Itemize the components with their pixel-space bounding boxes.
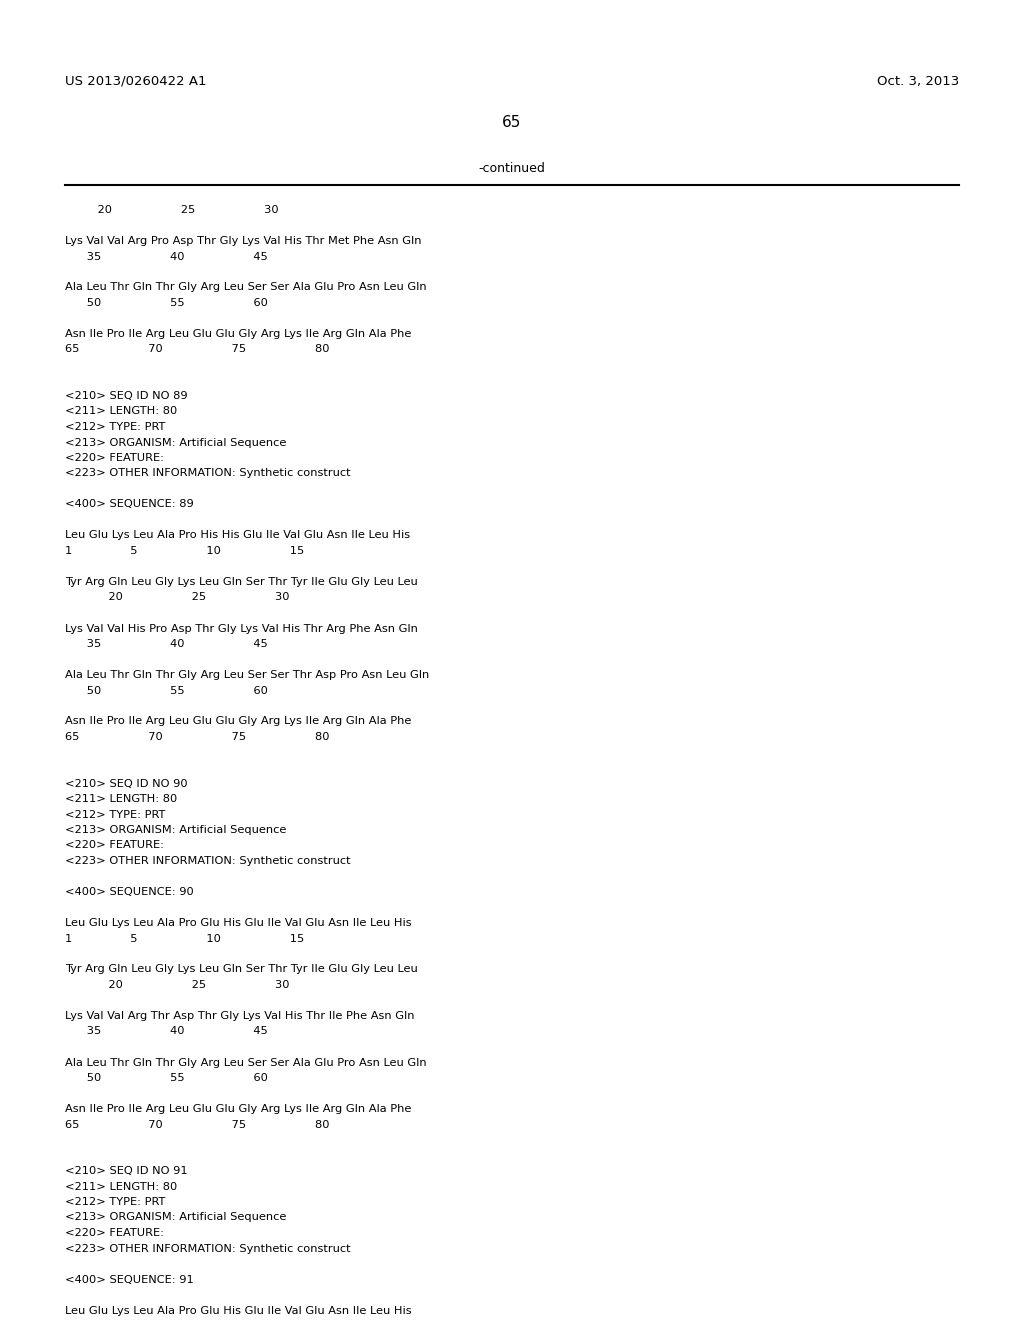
Text: <223> OTHER INFORMATION: Synthetic construct: <223> OTHER INFORMATION: Synthetic const…: [65, 469, 350, 479]
Text: 35                   40                   45: 35 40 45: [65, 639, 267, 649]
Text: <400> SEQUENCE: 91: <400> SEQUENCE: 91: [65, 1275, 194, 1284]
Text: 20                   25                   30: 20 25 30: [65, 593, 290, 602]
Text: -continued: -continued: [478, 162, 546, 176]
Text: 1                5                   10                   15: 1 5 10 15: [65, 546, 304, 556]
Text: Leu Glu Lys Leu Ala Pro His His Glu Ile Val Glu Asn Ile Leu His: Leu Glu Lys Leu Ala Pro His His Glu Ile …: [65, 531, 411, 540]
Text: Lys Val Val Arg Thr Asp Thr Gly Lys Val His Thr Ile Phe Asn Gln: Lys Val Val Arg Thr Asp Thr Gly Lys Val …: [65, 1011, 415, 1020]
Text: <213> ORGANISM: Artificial Sequence: <213> ORGANISM: Artificial Sequence: [65, 825, 287, 836]
Text: 65                   70                   75                   80: 65 70 75 80: [65, 733, 330, 742]
Text: <212> TYPE: PRT: <212> TYPE: PRT: [65, 1197, 165, 1206]
Text: <210> SEQ ID NO 89: <210> SEQ ID NO 89: [65, 391, 187, 401]
Text: US 2013/0260422 A1: US 2013/0260422 A1: [65, 75, 207, 88]
Text: 65: 65: [503, 115, 521, 129]
Text: 50                   55                   60: 50 55 60: [65, 298, 268, 308]
Text: Ala Leu Thr Gln Thr Gly Arg Leu Ser Ser Thr Asp Pro Asn Leu Gln: Ala Leu Thr Gln Thr Gly Arg Leu Ser Ser …: [65, 671, 429, 680]
Text: <212> TYPE: PRT: <212> TYPE: PRT: [65, 809, 165, 820]
Text: <220> FEATURE:: <220> FEATURE:: [65, 841, 164, 850]
Text: 1                5                   10                   15: 1 5 10 15: [65, 933, 304, 944]
Text: <210> SEQ ID NO 91: <210> SEQ ID NO 91: [65, 1166, 187, 1176]
Text: Asn Ile Pro Ile Arg Leu Glu Glu Gly Arg Lys Ile Arg Gln Ala Phe: Asn Ile Pro Ile Arg Leu Glu Glu Gly Arg …: [65, 1104, 412, 1114]
Text: 35                   40                   45: 35 40 45: [65, 1027, 267, 1036]
Text: 20                   25                   30: 20 25 30: [65, 979, 290, 990]
Text: Tyr Arg Gln Leu Gly Lys Leu Gln Ser Thr Tyr Ile Glu Gly Leu Leu: Tyr Arg Gln Leu Gly Lys Leu Gln Ser Thr …: [65, 577, 418, 587]
Text: <213> ORGANISM: Artificial Sequence: <213> ORGANISM: Artificial Sequence: [65, 437, 287, 447]
Text: Asn Ile Pro Ile Arg Leu Glu Glu Gly Arg Lys Ile Arg Gln Ala Phe: Asn Ile Pro Ile Arg Leu Glu Glu Gly Arg …: [65, 717, 412, 726]
Text: <211> LENGTH: 80: <211> LENGTH: 80: [65, 795, 177, 804]
Text: Leu Glu Lys Leu Ala Pro Glu His Glu Ile Val Glu Asn Ile Leu His: Leu Glu Lys Leu Ala Pro Glu His Glu Ile …: [65, 1305, 412, 1316]
Text: Tyr Arg Gln Leu Gly Lys Leu Gln Ser Thr Tyr Ile Glu Gly Leu Leu: Tyr Arg Gln Leu Gly Lys Leu Gln Ser Thr …: [65, 965, 418, 974]
Text: <400> SEQUENCE: 90: <400> SEQUENCE: 90: [65, 887, 194, 898]
Text: Leu Glu Lys Leu Ala Pro Glu His Glu Ile Val Glu Asn Ile Leu His: Leu Glu Lys Leu Ala Pro Glu His Glu Ile …: [65, 917, 412, 928]
Text: <211> LENGTH: 80: <211> LENGTH: 80: [65, 1181, 177, 1192]
Text: <223> OTHER INFORMATION: Synthetic construct: <223> OTHER INFORMATION: Synthetic const…: [65, 855, 350, 866]
Text: 50                   55                   60: 50 55 60: [65, 1073, 268, 1082]
Text: Ala Leu Thr Gln Thr Gly Arg Leu Ser Ser Ala Glu Pro Asn Leu Gln: Ala Leu Thr Gln Thr Gly Arg Leu Ser Ser …: [65, 1057, 427, 1068]
Text: Lys Val Val His Pro Asp Thr Gly Lys Val His Thr Arg Phe Asn Gln: Lys Val Val His Pro Asp Thr Gly Lys Val …: [65, 623, 418, 634]
Text: <210> SEQ ID NO 90: <210> SEQ ID NO 90: [65, 779, 187, 788]
Text: <213> ORGANISM: Artificial Sequence: <213> ORGANISM: Artificial Sequence: [65, 1213, 287, 1222]
Text: 50                   55                   60: 50 55 60: [65, 685, 268, 696]
Text: <223> OTHER INFORMATION: Synthetic construct: <223> OTHER INFORMATION: Synthetic const…: [65, 1243, 350, 1254]
Text: <220> FEATURE:: <220> FEATURE:: [65, 1228, 164, 1238]
Text: <212> TYPE: PRT: <212> TYPE: PRT: [65, 422, 165, 432]
Text: <211> LENGTH: 80: <211> LENGTH: 80: [65, 407, 177, 417]
Text: Ala Leu Thr Gln Thr Gly Arg Leu Ser Ser Ala Glu Pro Asn Leu Gln: Ala Leu Thr Gln Thr Gly Arg Leu Ser Ser …: [65, 282, 427, 293]
Text: 65                   70                   75                   80: 65 70 75 80: [65, 1119, 330, 1130]
Text: <400> SEQUENCE: 89: <400> SEQUENCE: 89: [65, 499, 194, 510]
Text: Oct. 3, 2013: Oct. 3, 2013: [877, 75, 959, 88]
Text: <220> FEATURE:: <220> FEATURE:: [65, 453, 164, 463]
Text: 65                   70                   75                   80: 65 70 75 80: [65, 345, 330, 355]
Text: 35                   40                   45: 35 40 45: [65, 252, 267, 261]
Text: Lys Val Val Arg Pro Asp Thr Gly Lys Val His Thr Met Phe Asn Gln: Lys Val Val Arg Pro Asp Thr Gly Lys Val …: [65, 236, 422, 246]
Text: 20                   25                   30: 20 25 30: [65, 205, 279, 215]
Text: Asn Ile Pro Ile Arg Leu Glu Glu Gly Arg Lys Ile Arg Gln Ala Phe: Asn Ile Pro Ile Arg Leu Glu Glu Gly Arg …: [65, 329, 412, 339]
